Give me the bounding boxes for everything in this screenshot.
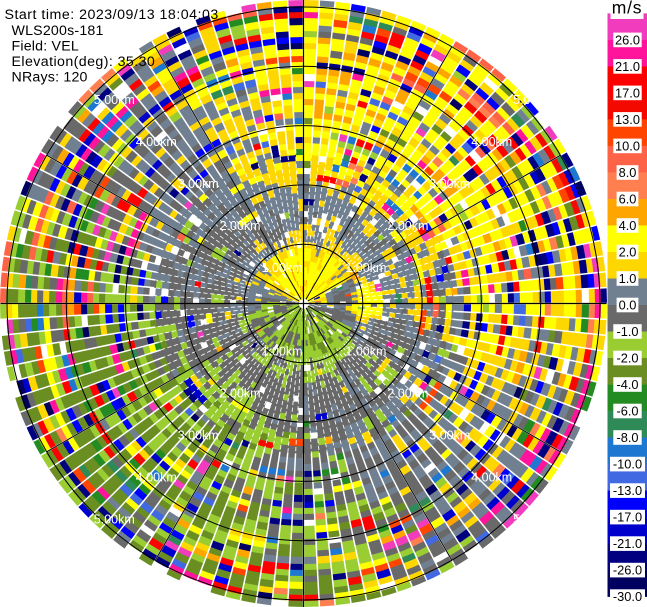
svg-text:-8.0: -8.0 bbox=[616, 430, 638, 445]
svg-text:4.00km: 4.00km bbox=[471, 135, 512, 149]
svg-text:-21.0: -21.0 bbox=[613, 536, 642, 551]
svg-text:-6.0: -6.0 bbox=[616, 404, 638, 419]
svg-text:1.00km: 1.00km bbox=[345, 261, 386, 275]
svg-text:4.00km: 4.00km bbox=[136, 135, 177, 149]
svg-text:3.00km: 3.00km bbox=[429, 429, 470, 443]
svg-text:13.0: 13.0 bbox=[615, 112, 640, 127]
svg-text:2.00km: 2.00km bbox=[220, 219, 261, 233]
svg-text:2.0: 2.0 bbox=[619, 245, 637, 260]
svg-text:Field: VEL: Field: VEL bbox=[12, 38, 79, 54]
svg-text:5.00km: 5.00km bbox=[513, 512, 554, 526]
svg-text:21.0: 21.0 bbox=[615, 59, 640, 74]
svg-text:WLS200s-181: WLS200s-181 bbox=[12, 23, 104, 39]
svg-text:4.0: 4.0 bbox=[619, 218, 637, 233]
svg-text:3.00km: 3.00km bbox=[178, 429, 219, 443]
svg-text:-17.0: -17.0 bbox=[613, 510, 642, 525]
svg-text:5.00km: 5.00km bbox=[513, 93, 554, 107]
svg-text:-10.0: -10.0 bbox=[613, 457, 642, 472]
svg-text:-2.0: -2.0 bbox=[616, 351, 638, 366]
svg-text:-30.0: -30.0 bbox=[613, 589, 642, 604]
svg-text:Start time: 2023/09/13 18:04:0: Start time: 2023/09/13 18:04:03 bbox=[5, 7, 219, 23]
svg-text:6.0: 6.0 bbox=[619, 192, 637, 207]
svg-text:2.00km: 2.00km bbox=[387, 219, 428, 233]
svg-text:-26.0: -26.0 bbox=[613, 563, 642, 578]
svg-text:0.0: 0.0 bbox=[619, 298, 637, 313]
svg-text:2.00km: 2.00km bbox=[220, 387, 261, 401]
svg-text:NRays: 120: NRays: 120 bbox=[12, 70, 88, 86]
svg-text:1.00km: 1.00km bbox=[262, 261, 303, 275]
svg-text:3.00km: 3.00km bbox=[429, 177, 470, 191]
svg-text:10.0: 10.0 bbox=[615, 139, 640, 154]
svg-text:17.0: 17.0 bbox=[615, 86, 640, 101]
svg-text:8.0: 8.0 bbox=[619, 165, 637, 180]
svg-text:-1.0: -1.0 bbox=[616, 324, 638, 339]
svg-text:Elevation(deg): 35.30: Elevation(deg): 35.30 bbox=[12, 54, 156, 70]
svg-text:1.00km: 1.00km bbox=[262, 345, 303, 359]
svg-text:4.00km: 4.00km bbox=[471, 470, 512, 484]
svg-text:3.00km: 3.00km bbox=[178, 177, 219, 191]
svg-text:-4.0: -4.0 bbox=[616, 377, 638, 392]
svg-text:5.00km: 5.00km bbox=[94, 93, 135, 107]
svg-text:5.00km: 5.00km bbox=[94, 512, 135, 526]
svg-text:1.00km: 1.00km bbox=[345, 345, 386, 359]
svg-text:2.00km: 2.00km bbox=[387, 387, 428, 401]
svg-text:m/s: m/s bbox=[612, 0, 643, 18]
svg-text:4.00km: 4.00km bbox=[136, 470, 177, 484]
svg-text:1.0: 1.0 bbox=[619, 271, 637, 286]
svg-text:26.0: 26.0 bbox=[615, 33, 640, 48]
svg-text:-13.0: -13.0 bbox=[613, 483, 642, 498]
